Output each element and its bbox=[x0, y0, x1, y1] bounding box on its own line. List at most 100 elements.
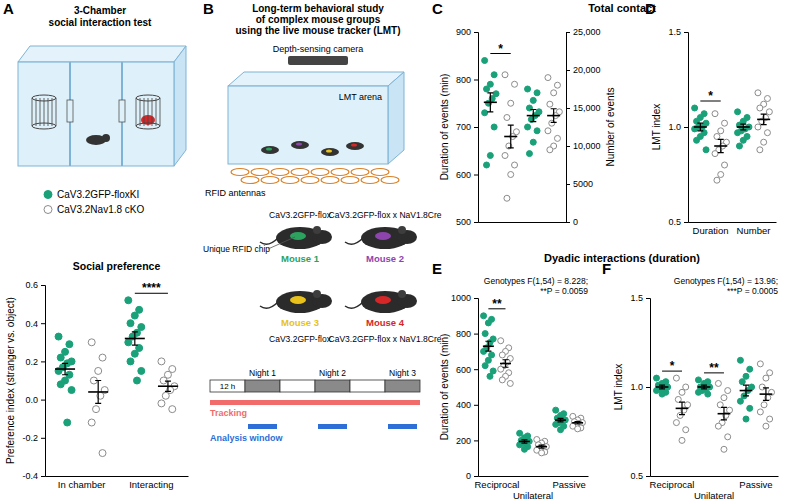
tick: 600 bbox=[456, 365, 478, 375]
tick: 500 bbox=[456, 217, 478, 227]
point bbox=[487, 373, 493, 379]
y-axis-title: Preference index (stranger vs. object) bbox=[5, 297, 16, 464]
cage bbox=[32, 95, 56, 129]
point bbox=[767, 370, 773, 376]
panel-letters: ABCDEF bbox=[3, 0, 656, 277]
point bbox=[482, 331, 488, 337]
point bbox=[757, 409, 763, 415]
tick-label: 700 bbox=[456, 122, 471, 132]
night-label: Night 2 bbox=[319, 368, 346, 378]
genotype-label: CaV3.2GFP-flox bbox=[269, 210, 332, 220]
tick-mark bbox=[566, 184, 570, 185]
point bbox=[504, 195, 510, 201]
tick-label: 5000 bbox=[573, 179, 593, 189]
section-title: Dyadic interactions (duration) bbox=[544, 252, 700, 264]
point bbox=[755, 124, 761, 130]
tick: -0.4 bbox=[22, 471, 45, 481]
y-axis-title: LMT index bbox=[651, 104, 662, 151]
diagram-title: 3-Chamber bbox=[74, 5, 126, 16]
error-bar bbox=[165, 381, 171, 391]
tick-label: 800 bbox=[456, 75, 471, 85]
error-bar bbox=[558, 418, 564, 422]
cage-bar bbox=[140, 98, 141, 126]
tick-mark bbox=[566, 70, 570, 71]
axis-line bbox=[689, 222, 777, 223]
point bbox=[692, 105, 698, 111]
tick-mark bbox=[646, 298, 650, 299]
error-bar bbox=[508, 125, 514, 148]
x-axis: ReciprocalUnilateralPassive bbox=[650, 476, 779, 501]
diagram-title: of complex mouse groups bbox=[256, 14, 381, 25]
point bbox=[737, 398, 743, 404]
arena-chip bbox=[296, 142, 302, 145]
point bbox=[162, 392, 169, 399]
tracking-label: Tracking bbox=[210, 408, 247, 418]
tick: 0.0 bbox=[25, 395, 45, 405]
night-label: Night 1 bbox=[249, 368, 276, 378]
cage-bar bbox=[148, 98, 149, 126]
tick-mark bbox=[646, 387, 650, 388]
error-bar bbox=[530, 110, 536, 122]
mouse bbox=[345, 226, 417, 249]
point bbox=[485, 320, 491, 326]
point bbox=[512, 162, 518, 168]
mouse-head bbox=[102, 134, 110, 142]
mouse-tail bbox=[260, 302, 278, 308]
point bbox=[736, 143, 742, 149]
point bbox=[545, 75, 551, 81]
point bbox=[653, 388, 659, 394]
antenna bbox=[241, 177, 259, 184]
error-bar bbox=[679, 402, 685, 414]
point bbox=[721, 446, 727, 452]
mouse-tail bbox=[345, 238, 363, 244]
significance: * bbox=[498, 42, 503, 56]
series bbox=[481, 313, 569, 453]
tick-mark bbox=[684, 127, 688, 128]
series bbox=[525, 86, 542, 157]
significance: * bbox=[708, 89, 713, 103]
tick: 15,000 bbox=[566, 103, 601, 113]
x-axis: DurationNumber bbox=[689, 222, 777, 236]
rfid-chip bbox=[290, 232, 306, 240]
axis-line bbox=[567, 33, 571, 223]
axis-line bbox=[684, 33, 689, 223]
night-block bbox=[245, 380, 280, 392]
divider bbox=[69, 62, 71, 166]
day-label: 12 h bbox=[220, 382, 236, 391]
tick: 0.6 bbox=[25, 280, 45, 290]
diagram-title: using the live mouse tracker (LMT) bbox=[235, 25, 400, 36]
point bbox=[133, 377, 140, 384]
axis-line bbox=[651, 476, 779, 477]
tick: 800 bbox=[456, 329, 478, 339]
panel-letter: B bbox=[203, 0, 214, 17]
point bbox=[138, 367, 145, 374]
point bbox=[88, 339, 95, 346]
tick-mark bbox=[566, 32, 570, 33]
tick-mark bbox=[41, 361, 45, 362]
tick-label: Passive bbox=[552, 479, 585, 490]
point bbox=[547, 147, 553, 153]
error-bar bbox=[487, 93, 493, 112]
error-bar bbox=[740, 124, 746, 130]
tick-label: 1.0 bbox=[668, 122, 681, 132]
tick-label: 500 bbox=[456, 217, 471, 227]
error-bar bbox=[551, 109, 557, 123]
significance: ** bbox=[709, 361, 719, 375]
stat-annotation: Genotypes F(1,54) = 13.96; bbox=[674, 276, 778, 286]
tick-mark bbox=[474, 298, 478, 299]
point bbox=[491, 124, 497, 130]
axis-line bbox=[479, 476, 589, 477]
arena-chip bbox=[326, 149, 332, 152]
point bbox=[747, 405, 753, 411]
error-bar bbox=[521, 440, 527, 443]
cage-bar bbox=[36, 98, 37, 126]
tick-label: Reciprocal bbox=[650, 479, 695, 490]
lmt-diagram: Long-term behavioral studyof complex mou… bbox=[203, 3, 442, 443]
point bbox=[99, 450, 106, 457]
tick-label: 400 bbox=[456, 400, 471, 410]
point bbox=[757, 147, 763, 153]
tick-label: Duration bbox=[693, 225, 729, 236]
point bbox=[66, 341, 73, 348]
cage-bar bbox=[52, 98, 53, 126]
tick-label: 10,000 bbox=[573, 141, 601, 151]
